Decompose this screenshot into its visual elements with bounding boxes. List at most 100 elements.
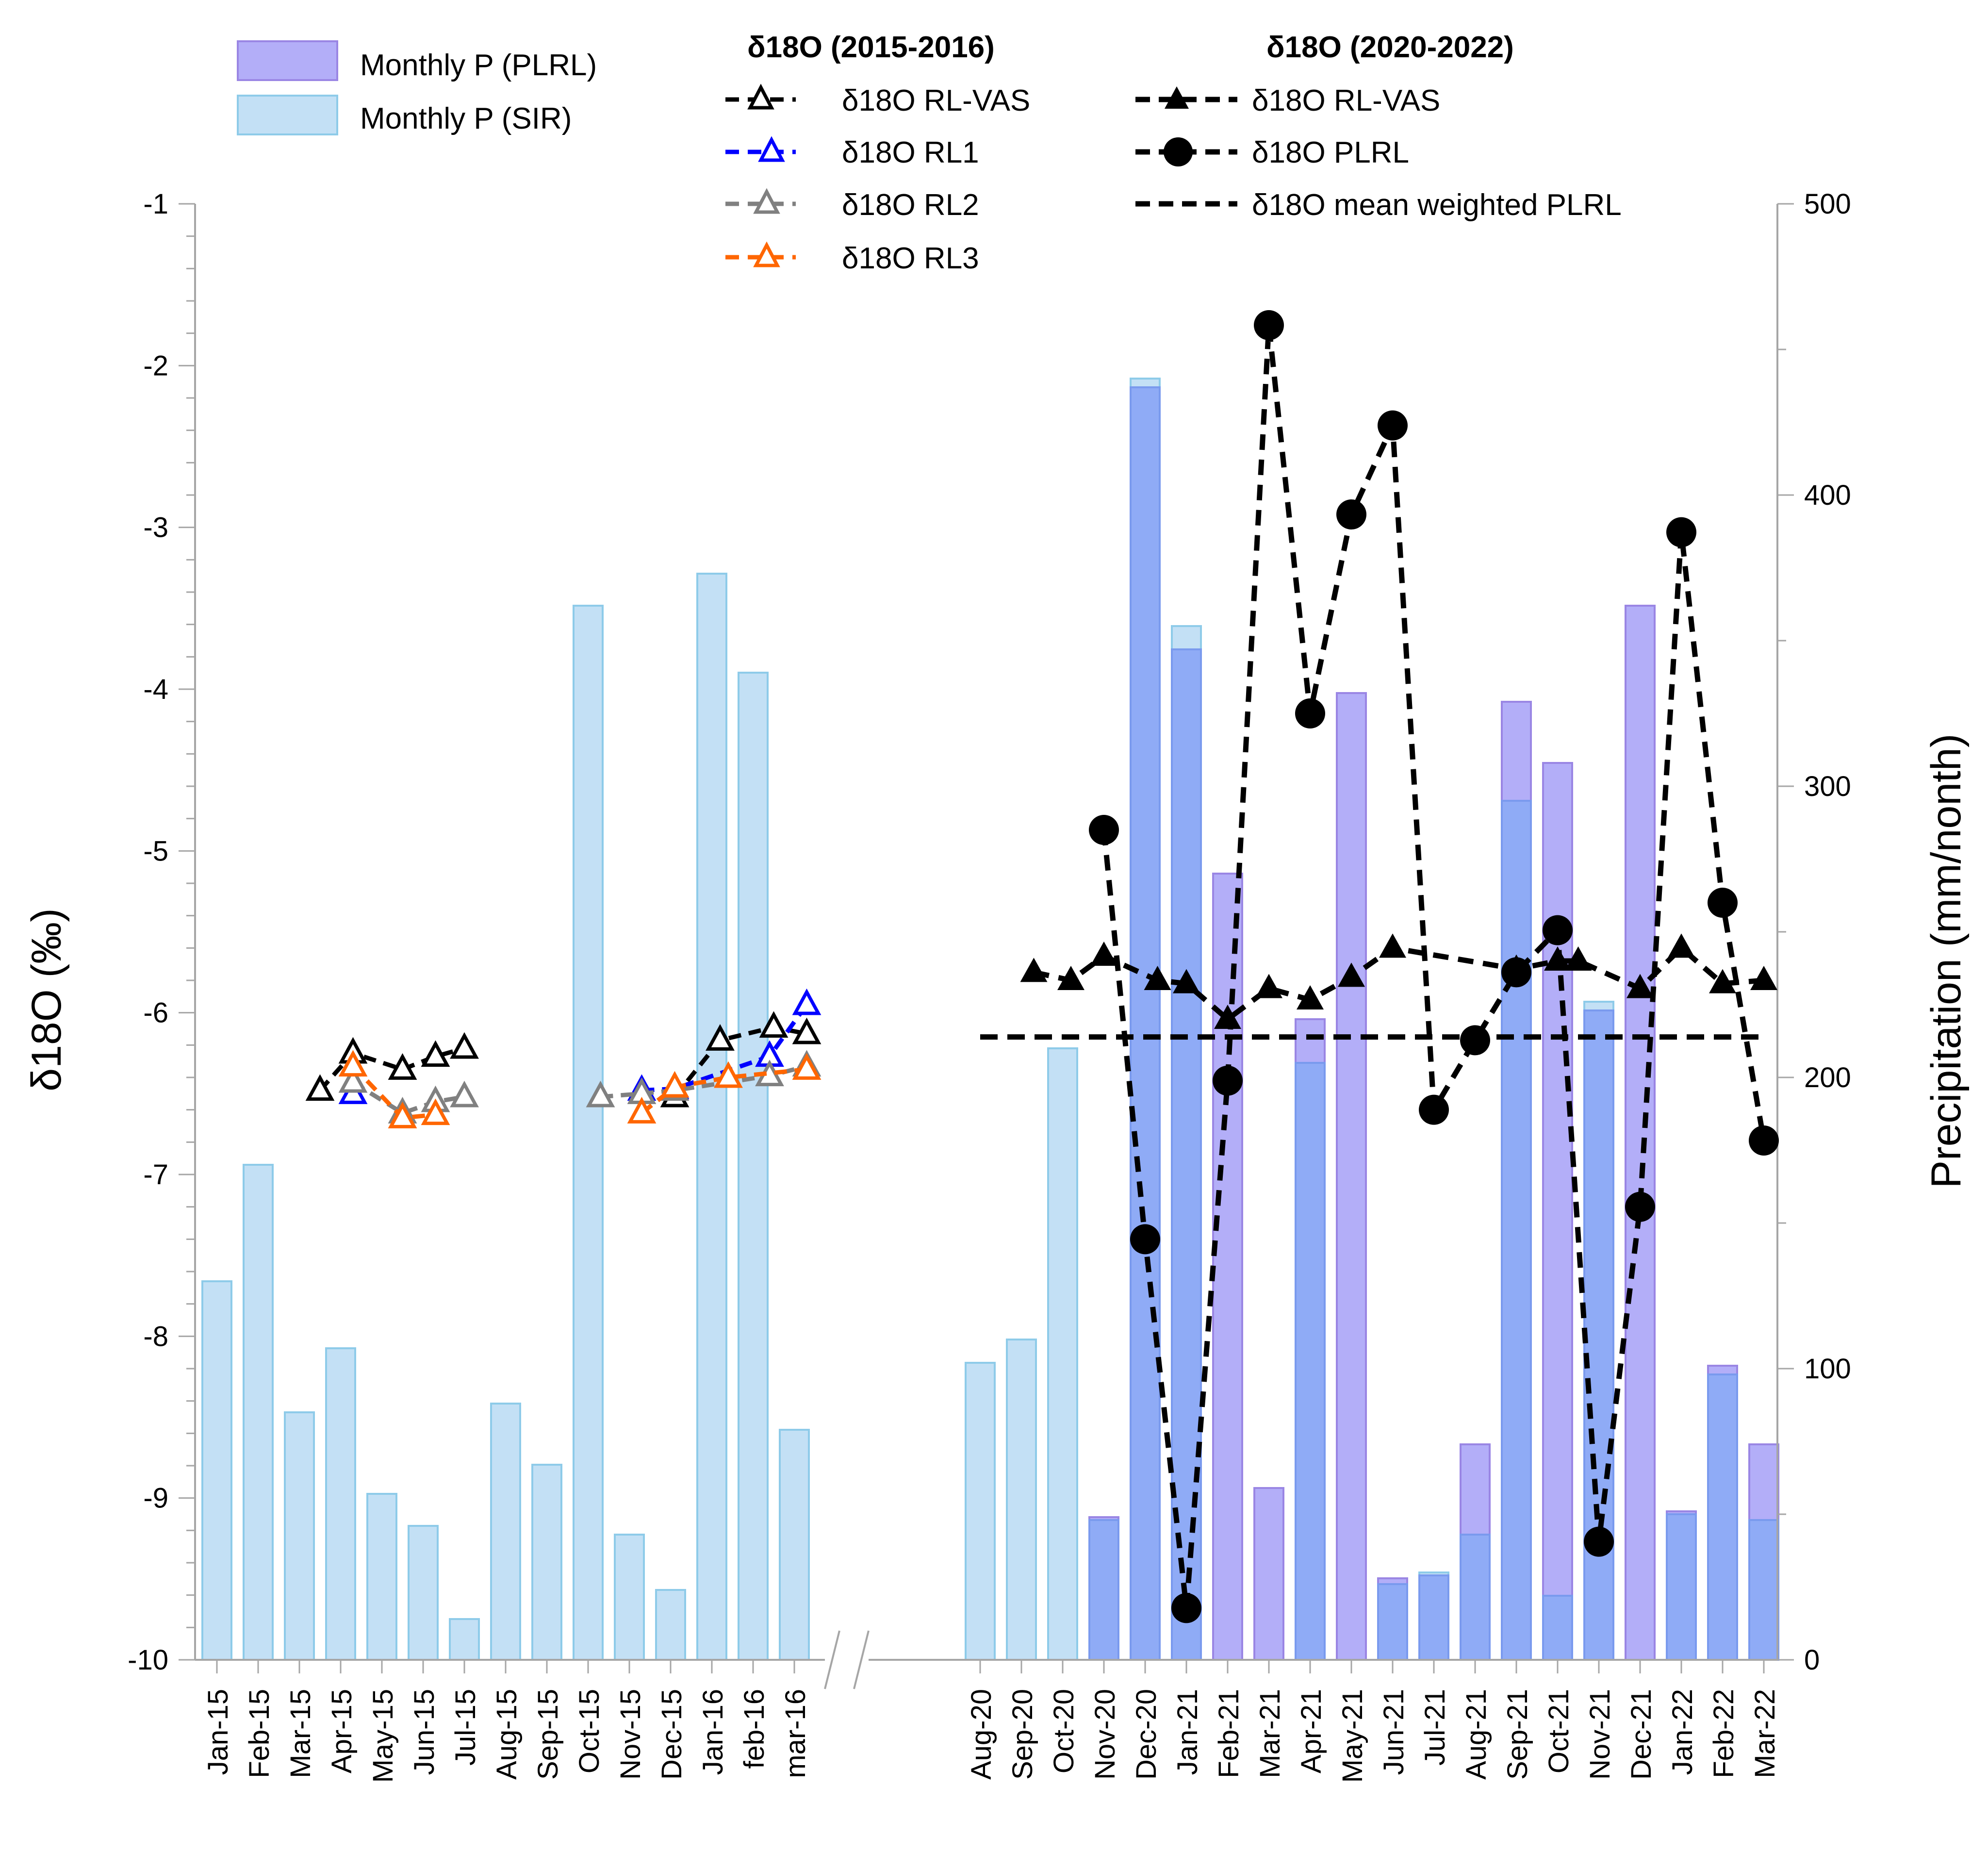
left-tick-label: -8 xyxy=(143,1321,168,1352)
sir-bar xyxy=(573,605,604,1661)
plrl-bar xyxy=(1460,1443,1491,1536)
triangle-marker xyxy=(660,1071,690,1098)
plrl-bar xyxy=(1707,1365,1738,1375)
right-axis-label: Precipitation (mm/nonth) xyxy=(1923,734,1970,1189)
x-tick-label: Sep-20 xyxy=(1007,1689,1038,1780)
x-tick-label: Aug-20 xyxy=(966,1689,997,1780)
circle-marker xyxy=(1543,915,1573,945)
series-line xyxy=(318,1046,465,1092)
circle-marker xyxy=(1584,1526,1614,1557)
x-tick-label: Feb-22 xyxy=(1708,1689,1740,1778)
x-tick-label: Mar-15 xyxy=(285,1689,316,1778)
triangle-marker xyxy=(714,1061,743,1088)
circle-marker xyxy=(1378,410,1408,441)
circle-marker xyxy=(1089,815,1119,845)
svg-text:δ18O PLRL: δ18O PLRL xyxy=(1252,136,1409,169)
x-tick-label: Sep-21 xyxy=(1502,1689,1533,1780)
left-tick-label: -9 xyxy=(143,1483,168,1514)
legend: Monthly P (PLRL) Monthly P (SIR) δ18O (2… xyxy=(237,31,1622,275)
triangle-marker xyxy=(792,1053,821,1080)
circle-marker xyxy=(1130,1224,1160,1255)
series-line xyxy=(641,1003,809,1093)
sir-bar xyxy=(408,1525,439,1661)
circle-marker xyxy=(1336,499,1366,529)
x-tick-label: Jan-21 xyxy=(1172,1689,1203,1775)
plrl-sir-overlap-bar xyxy=(1460,1534,1491,1661)
sir-bar xyxy=(1006,1339,1037,1661)
sir-bar xyxy=(1130,378,1161,388)
plrl-bar xyxy=(1212,873,1243,1661)
sir-bars-2015 xyxy=(201,573,810,1661)
sir-bar xyxy=(779,1429,810,1661)
sir-bar xyxy=(490,1403,521,1661)
circle-marker xyxy=(1625,1191,1655,1222)
x-tick-label: Feb-15 xyxy=(244,1689,275,1778)
filled-triangle-marker xyxy=(1255,974,1282,998)
x-tick-label: Apr-21 xyxy=(1296,1689,1327,1773)
legend-item-rlvas-2020: δ18O RL-VAS xyxy=(1135,84,1440,117)
x-tick-label: Mar-21 xyxy=(1254,1689,1286,1778)
plrl-sir-overlap-bar xyxy=(1171,648,1202,1661)
legend-item-rl2-2015: δ18O RL2 xyxy=(725,188,979,222)
filled-triangle-marker xyxy=(1627,974,1654,998)
isotope-series-2015 xyxy=(305,988,821,1128)
filled-triangle-marker xyxy=(1338,962,1365,987)
triangle-marker xyxy=(338,1050,368,1077)
triangle-marker xyxy=(388,1053,417,1080)
series-line xyxy=(640,1067,807,1115)
circle-marker xyxy=(1749,1125,1779,1156)
sir-bar xyxy=(449,1618,480,1661)
left-tick-label: -7 xyxy=(143,1159,168,1191)
x-tick-label: Jun-21 xyxy=(1378,1689,1410,1775)
right-tick-label: 500 xyxy=(1804,188,1851,220)
x-tick-label: Sep-15 xyxy=(532,1689,564,1780)
x-tick-label: Nov-20 xyxy=(1089,1689,1121,1780)
x-axis-ticks: Jan-15 Feb-15 Mar-15 Apr-15 May-15 Jun-15 Jul-… xyxy=(202,1660,1781,1783)
filled-triangle-marker xyxy=(1379,933,1406,958)
triangle-marker xyxy=(421,1040,450,1067)
x-tick-label: Dec-21 xyxy=(1626,1689,1657,1780)
series-line xyxy=(1101,325,1767,1608)
circle-marker xyxy=(1666,517,1696,547)
legend-header-2015: δ18O (2015-2016) xyxy=(747,31,995,64)
plrl-bar xyxy=(1748,1443,1779,1521)
filled-triangle-marker xyxy=(1090,942,1117,966)
left-tick-label: -1 xyxy=(143,188,168,220)
legend-header-2020: δ18O (2020-2022) xyxy=(1266,31,1514,64)
circle-marker xyxy=(1460,1025,1490,1056)
circle-marker xyxy=(1213,1065,1243,1096)
plrl-sir-overlap-bar xyxy=(1501,800,1532,1661)
x-tick-label: Aug-21 xyxy=(1461,1689,1492,1780)
triangle-marker xyxy=(792,988,821,1015)
filled-triangle-marker xyxy=(1173,969,1200,993)
plrl-sir-overlap-bar xyxy=(1542,1595,1573,1661)
left-axis-label: δ18O (‰) xyxy=(23,908,70,1092)
sir-bar xyxy=(1171,625,1202,650)
x-tick-label: Jul-21 xyxy=(1419,1689,1451,1766)
series-line xyxy=(352,1080,465,1116)
plrl-sir-overlap-bar xyxy=(1748,1519,1779,1661)
legend-swatch-plrl xyxy=(237,40,338,81)
filled-triangle-marker xyxy=(1750,966,1777,990)
x-tick-label: Dec-15 xyxy=(656,1689,688,1780)
plrl-sir-overlap-bar xyxy=(1295,1062,1326,1661)
right-tick-label: 400 xyxy=(1804,480,1851,511)
circle-marker xyxy=(1295,698,1325,728)
plrl-bar xyxy=(1625,605,1656,1661)
circle-marker xyxy=(1254,310,1284,340)
filled-triangle-marker xyxy=(1214,1005,1241,1029)
x-tick-label: Jun-15 xyxy=(409,1689,440,1775)
filled-triangle-marker xyxy=(1668,933,1695,958)
left-tick-label: -6 xyxy=(143,997,168,1029)
left-axis-ticks: -1 -2 -3 -4 -5 -6 -7 -8 -9 -10 xyxy=(128,188,195,1676)
sir-bar xyxy=(325,1347,356,1661)
filled-triangle-marker xyxy=(1057,966,1084,990)
left-tick-label: -2 xyxy=(143,350,168,381)
triangle-marker xyxy=(421,1098,450,1125)
triangle-marker xyxy=(792,1017,821,1044)
legend-item-mean-2020: δ18O mean weighted PLRL xyxy=(1135,188,1622,222)
right-tick-label: 0 xyxy=(1804,1644,1820,1676)
legend-item-rl1-2015: δ18O RL1 xyxy=(725,136,979,169)
triangle-marker xyxy=(706,1024,735,1051)
